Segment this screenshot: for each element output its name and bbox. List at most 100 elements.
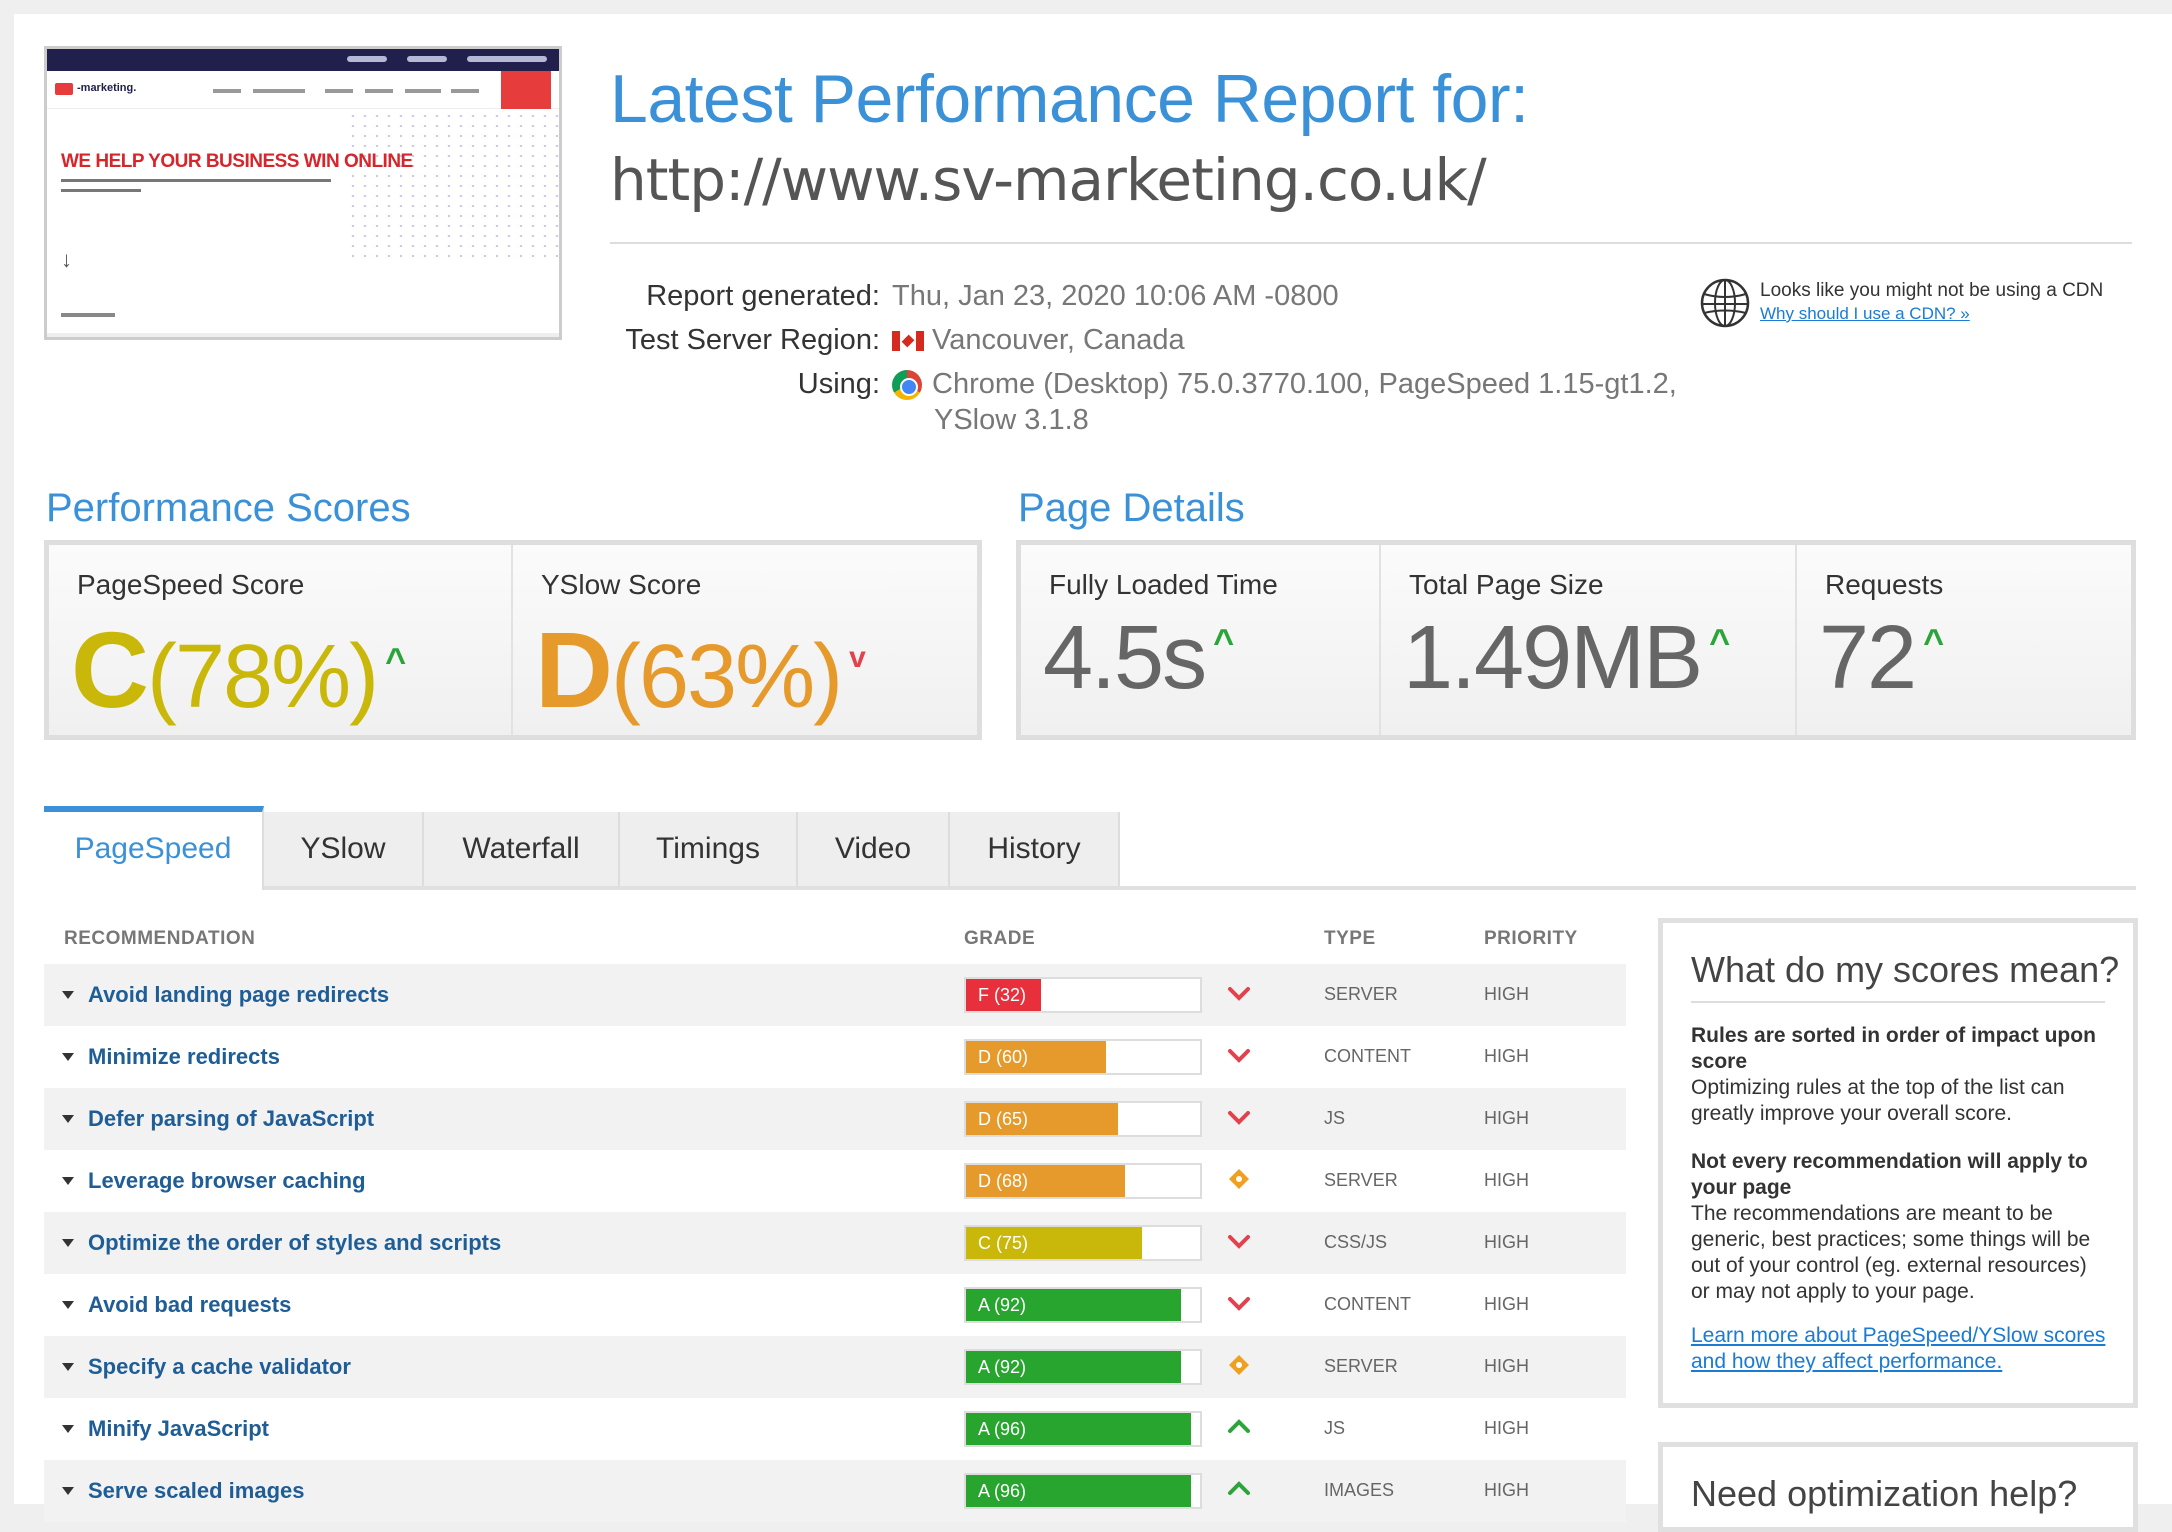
expand-caret-icon[interactable] (62, 1363, 74, 1371)
expand-caret-icon[interactable] (62, 1239, 74, 1247)
recommendation-name[interactable]: Specify a cache validator (62, 1354, 351, 1380)
pagespeed-score-label: PageSpeed Score (77, 569, 305, 600)
requests-value-wrap: 72 ^ (1819, 607, 1944, 710)
tab-waterfall[interactable]: Waterfall (424, 812, 620, 886)
page-details-title: Page Details (1018, 486, 1245, 530)
recommendation-priority: HIGH (1484, 1418, 1529, 1438)
trend-down-icon (1228, 1049, 1250, 1063)
column-header-priority[interactable]: PRIORITY (1484, 928, 1578, 949)
expand-caret-icon[interactable] (62, 991, 74, 999)
recommendation-label: Avoid bad requests (88, 1292, 292, 1317)
recommendation-priority: HIGH (1484, 1046, 1529, 1066)
grade-bar: A (96) (966, 1475, 1191, 1507)
thumbnail-contact-button (501, 71, 551, 109)
recommendation-priority: HIGH (1484, 984, 1529, 1004)
grade-bar: D (60) (966, 1041, 1106, 1073)
recommendation-name[interactable]: Optimize the order of styles and scripts (62, 1230, 501, 1256)
expand-caret-icon[interactable] (62, 1487, 74, 1495)
thumbnail-logo-text: -marketing. (77, 82, 137, 94)
recommendation-name[interactable]: Avoid bad requests (62, 1292, 291, 1318)
recommendation-name[interactable]: Avoid landing page redirects (62, 982, 389, 1008)
table-row[interactable]: Minimize redirects D (60) CONTENT HIGH (44, 1026, 1626, 1088)
recommendation-label: Minify JavaScript (88, 1416, 269, 1441)
recommendation-name[interactable]: Defer parsing of JavaScript (62, 1106, 374, 1132)
chrome-icon (892, 370, 922, 401)
table-row[interactable]: Optimize the order of styles and scripts… (44, 1212, 1626, 1274)
table-row[interactable]: Defer parsing of JavaScript D (65) JS HIGH (44, 1088, 1626, 1150)
expand-caret-icon[interactable] (62, 1115, 74, 1123)
recommendation-priority: HIGH (1484, 1232, 1529, 1252)
recommendation-type: SERVER (1324, 1170, 1398, 1190)
thumbnail-hero-subline (61, 189, 141, 192)
table-row[interactable]: Minify JavaScript A (96) JS HIGH (44, 1398, 1626, 1460)
grade-bar: D (65) (966, 1103, 1118, 1135)
header-divider (610, 242, 2132, 244)
column-header-type[interactable]: TYPE (1324, 928, 1376, 949)
site-screenshot-thumbnail[interactable]: -marketing. WE HELP YOUR BUSINESS WIN ON… (44, 46, 562, 340)
test-region-label: Test Server Region: (625, 324, 880, 356)
tab-video[interactable]: Video (798, 812, 950, 886)
expand-caret-icon[interactable] (62, 1053, 74, 1061)
fully-loaded-cell: Fully Loaded Time 4.5s ^ (1021, 545, 1381, 735)
expand-caret-icon[interactable] (62, 1301, 74, 1309)
grade-bar-track: A (96) (964, 1473, 1202, 1509)
using-value-line2: YSlow 3.1.8 (934, 404, 1089, 436)
recommendation-name[interactable]: Minify JavaScript (62, 1416, 269, 1442)
trend-up-icon: ^ (1709, 621, 1730, 662)
performance-scores-title: Performance Scores (46, 486, 411, 530)
expand-caret-icon[interactable] (62, 1425, 74, 1433)
trend-up-icon: ^ (385, 640, 406, 681)
table-row[interactable]: Serve scaled images A (96) IMAGES HIGH (44, 1460, 1626, 1522)
table-row[interactable]: Leverage browser caching D (68) SERVER HIGH (44, 1150, 1626, 1212)
scores-explanation-text-2: The recommendations are meant to be gene… (1691, 1202, 2091, 1303)
trend-down-icon: v (849, 641, 866, 674)
panel-divider (1691, 1001, 2105, 1003)
scores-explanation-title: What do my scores mean? (1691, 949, 2120, 990)
tab-pagespeed[interactable]: PageSpeed (44, 806, 264, 890)
table-row[interactable]: Specify a cache validator A (92) SERVER HIG… (44, 1336, 1626, 1398)
expand-caret-icon[interactable] (62, 1177, 74, 1185)
column-header-grade[interactable]: GRADE (964, 928, 1036, 949)
grade-bar-track: A (92) (964, 1349, 1202, 1385)
learn-more-scores-link[interactable]: Learn more about PageSpeed/YSlow scores … (1691, 1324, 2106, 1373)
grade-bar-track: D (60) (964, 1039, 1202, 1075)
requests-value: 72 (1819, 608, 1917, 708)
trend-down-icon (1228, 987, 1250, 1001)
requests-cell: Requests 72 ^ (1797, 545, 2131, 735)
recommendation-name[interactable]: Leverage browser caching (62, 1168, 366, 1194)
page-size-value-wrap: 1.49MB ^ (1403, 607, 1730, 710)
using-label: Using: (797, 368, 880, 400)
page-size-cell: Total Page Size 1.49MB ^ (1381, 545, 1797, 735)
report-page: -marketing. WE HELP YOUR BUSINESS WIN ON… (14, 14, 2172, 1532)
scores-explanation-heading-2: Not every recommendation will apply to y… (1691, 1150, 2088, 1199)
recommendation-name[interactable]: Minimize redirects (62, 1044, 280, 1070)
tab-timings[interactable]: Timings (620, 812, 798, 886)
recommendation-type: CSS/JS (1324, 1232, 1388, 1252)
page-size-label: Total Page Size (1409, 569, 1604, 600)
trend-up-icon (1228, 1419, 1250, 1433)
page-details-box: Fully Loaded Time 4.5s ^ Total Page Size … (1016, 540, 2136, 740)
tab-yslow[interactable]: YSlow (264, 812, 424, 886)
pagespeed-percent: (78%) (147, 627, 379, 727)
recommendation-type: SERVER (1324, 984, 1398, 1004)
recommendation-name[interactable]: Serve scaled images (62, 1478, 304, 1504)
column-header-recommendation[interactable]: RECOMMENDATION (64, 928, 256, 949)
table-row[interactable]: Avoid landing page redirects F (32) SERVER… (44, 964, 1626, 1026)
scores-explanation-panel: What do my scores mean? Rules are sorted… (1658, 918, 2138, 1408)
grade-bar-track: D (65) (964, 1101, 1202, 1137)
yslow-percent: (63%) (611, 627, 843, 727)
thumbnail-hero-text: WE HELP YOUR BUSINESS WIN ONLINE (61, 151, 413, 172)
globe-icon (1700, 278, 1750, 328)
tab-history[interactable]: History (950, 812, 1120, 886)
grade-bar-track: D (68) (964, 1163, 1202, 1199)
thumbnail-divider (47, 333, 559, 337)
cdn-info-link[interactable]: Why should I use a CDN? » (1760, 304, 1970, 323)
thumbnail-logo-icon (55, 83, 73, 95)
cdn-notice-text: Looks like you might not be using a CDN (1760, 280, 2104, 301)
trend-up-icon: ^ (1213, 621, 1234, 662)
requests-label: Requests (1825, 569, 1944, 600)
table-row[interactable]: Avoid bad requests A (92) CONTENT HIGH (44, 1274, 1626, 1336)
report-generated-value: Thu, Jan 23, 2020 10:06 AM -0800 (892, 280, 1339, 312)
recommendation-label: Minimize redirects (88, 1044, 280, 1069)
scores-explanation-text-1: Optimizing rules at the top of the list … (1691, 1076, 2065, 1125)
